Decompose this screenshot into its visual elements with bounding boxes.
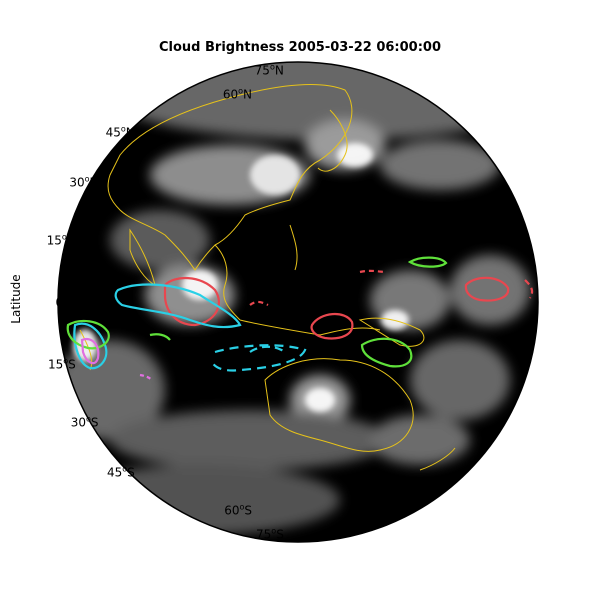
latitude-tick-degrees: 30 [69,175,85,190]
degree-symbol: o [271,526,277,536]
cloud-patch [110,210,210,270]
latitude-tick-hemisphere: S [127,465,135,480]
cloud-cell [250,155,300,195]
latitude-tick-degrees: 45 [106,465,123,480]
latitude-tick-degrees: 30 [70,415,86,430]
latitude-tick-degrees: 0 [55,295,64,310]
contour-cyan [211,344,307,372]
map-title: Cloud Brightness 2005-03-22 06:00:00 [159,40,441,55]
latitude-tick-hemisphere: S [90,415,99,430]
contour-magenta [139,373,153,381]
degree-symbol: o [122,464,128,474]
latitude-tick-degrees: 45 [105,125,121,140]
contour-green [66,319,110,350]
coastlines [79,84,456,471]
degree-symbol: o [120,124,126,134]
contour-red [249,300,269,306]
contour-green [360,337,413,368]
contours [66,256,534,381]
latitude-tick-label: 15oS [48,357,76,372]
contour-magenta [80,337,100,365]
latitude-tick-label: 30oN [69,175,98,190]
latitude-tick-degrees: 75 [256,527,272,542]
latitude-tick-degrees: 60 [224,503,240,518]
coastline-indochina [214,244,241,321]
contour-red [464,276,510,302]
coastline-asia [107,84,353,271]
coastline-philippines [289,224,298,271]
cloud-cell [381,310,409,330]
latitude-tick-hemisphere: N [66,233,76,248]
degree-symbol: o [269,62,275,72]
coastline-newguinea [358,317,425,347]
latitude-tick-hemisphere: S [68,357,76,372]
cloud-cell [73,329,97,361]
cloud-band-south [110,410,390,470]
contour-red [359,269,385,274]
latitude-tick-hemisphere: S [276,527,284,542]
degree-symbol: o [84,174,90,184]
latitude-tick-degrees: 15 [46,233,62,248]
contour-red [524,279,534,299]
latitude-tick-label: 60oS [224,502,252,517]
coastline-australia [264,358,414,452]
latitude-tick-degrees: 75 [254,63,270,78]
latitude-tick-degrees: 15 [47,357,64,372]
degree-symbol: o [61,232,67,242]
cloud-patch [380,140,500,190]
latitude-tick-hemisphere: S [244,503,252,518]
cloud-cell [305,388,335,412]
contour-cyan [73,322,108,370]
degree-symbol: o [239,502,245,512]
cloud-patch [410,340,510,420]
latitude-tick-label: 75oS [256,526,284,541]
contour-cyan [114,283,242,329]
latitude-tick-label: 45oN [106,125,135,140]
coastline-indonesia [239,319,381,336]
contour-cyan [249,345,286,353]
latitude-tick-hemisphere: N [274,63,284,78]
latitude-tick-hemisphere: N [125,125,135,140]
cloud-patch [370,415,470,465]
coastline-newzealand [419,447,456,471]
latitude-tick-degrees: 60 [222,87,239,102]
contour-red [310,313,354,340]
latitude-tick-label: 60oN [223,87,252,102]
latitude-tick-label: 15oN [47,232,76,247]
latitude-tick-label: 75oN [255,63,284,78]
coastline-japan [317,109,348,172]
cloud-band-south [60,465,340,535]
degree-symbol: o [63,356,69,366]
latitude-tick-label: 30oS [71,415,99,430]
latitude-tick-hemisphere: N [243,87,252,102]
contour-red [163,277,221,327]
cloud-cell [337,143,373,167]
contour-green [407,256,448,268]
latitude-tick-label: 45oS [107,464,135,479]
degree-symbol: o [86,414,91,424]
degree-symbol: o [63,294,68,304]
latitude-tick-hemisphere: N [89,175,99,190]
latitude-tick-label: 0o [55,295,68,310]
contour-green [149,333,171,341]
degree-symbol: o [238,86,244,96]
globe-outline [57,61,539,543]
cloud-patch [450,255,530,325]
